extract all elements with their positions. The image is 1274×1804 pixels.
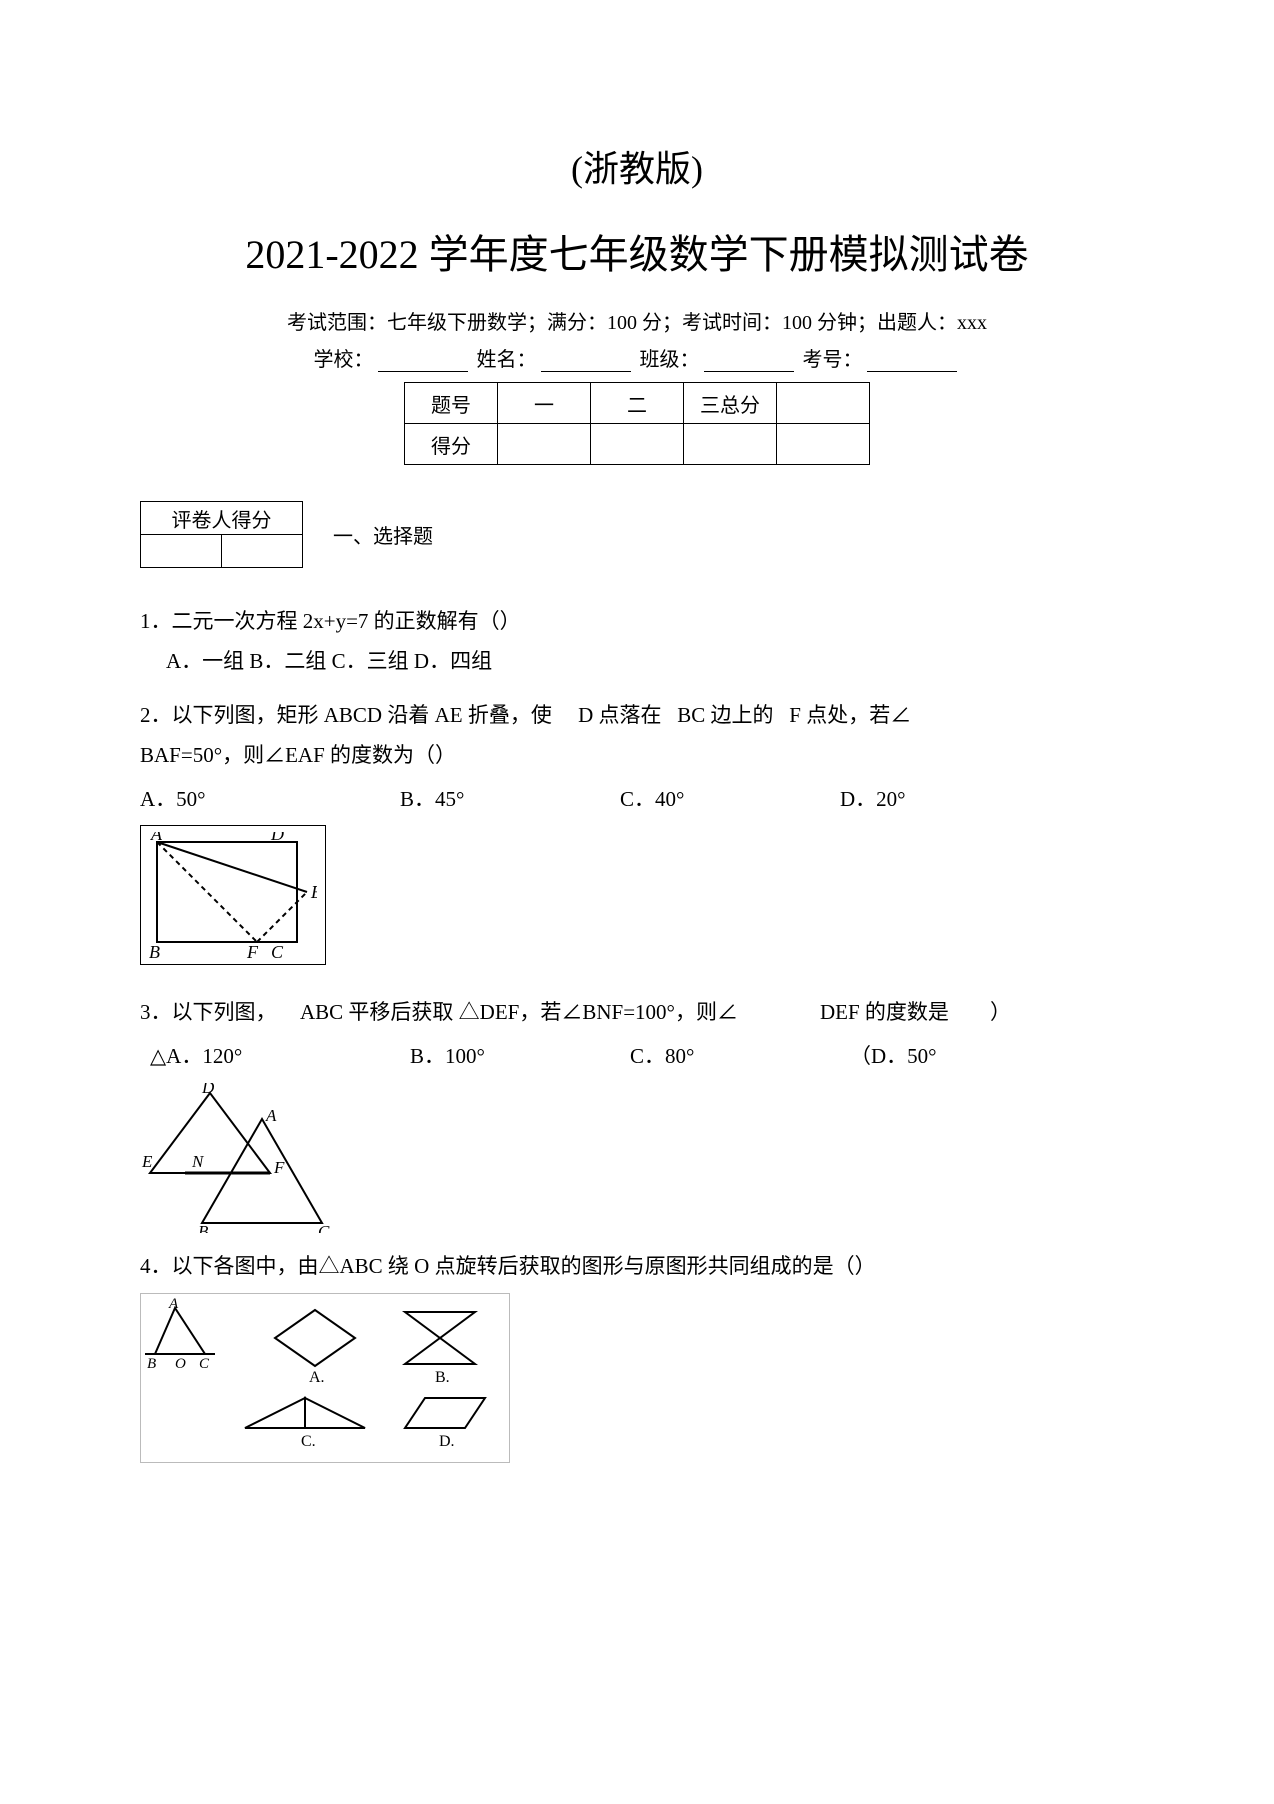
svg-text:D.: D. <box>439 1433 455 1450</box>
svg-text:C: C <box>318 1222 330 1233</box>
cell[interactable] <box>498 424 591 465</box>
cell[interactable] <box>777 424 870 465</box>
score-table: 题号 一 二 三总分 得分 <box>404 382 870 465</box>
q3-options: △A．120° B．100° C．80° （D．50° <box>150 1037 1134 1077</box>
text: 2．以下列图，矩形 ABCD 沿着 AE 折叠，使 <box>140 703 552 727</box>
examno-label: 考号： <box>803 349 863 371</box>
cell[interactable] <box>222 535 303 568</box>
cell[interactable] <box>684 424 777 465</box>
triangle-translate-diagram: D A E N F B C <box>140 1083 340 1233</box>
cell[interactable] <box>141 535 222 568</box>
opt-d: D．20° <box>840 780 1000 820</box>
q3-figure: D A E N F B C <box>140 1083 1134 1233</box>
name-blank[interactable] <box>541 351 631 372</box>
q2-stem: 2．以下列图，矩形 ABCD 沿着 AE 折叠，使 D 点落在 BC 边上的 F… <box>140 696 1134 736</box>
svg-text:A.: A. <box>309 1369 325 1386</box>
opt-c: C．80° <box>630 1037 850 1077</box>
svg-text:C.: C. <box>301 1433 316 1450</box>
svg-text:A: A <box>168 1298 179 1312</box>
version-label: (浙教版) <box>140 140 1134 192</box>
text: 3．以下列图， <box>140 993 300 1033</box>
opt-c: C．40° <box>620 780 840 820</box>
q2-options: A．50° B．45° C．40° D．20° <box>140 780 1134 820</box>
school-blank[interactable] <box>378 351 468 372</box>
rotation-options-diagram: A B O C A. B. C. <box>145 1298 505 1458</box>
cell <box>777 383 870 424</box>
grader-block: 评卷人得分 一、选择题 <box>140 501 1134 568</box>
opt-b: B．100° <box>410 1037 630 1077</box>
school-label: 学校： <box>314 349 374 371</box>
examno-blank[interactable] <box>867 351 957 372</box>
blanks-line: 学校： 姓名： 班级： 考号： <box>140 343 1134 372</box>
page-title: 2021-2022 学年度七年级数学下册模拟测试卷 <box>140 222 1134 280</box>
text: ABC 平移后获取 △DEF，若∠BNF=100°，则∠ <box>300 993 820 1033</box>
author-label: 出题人：xxx <box>877 312 987 334</box>
table-row: 题号 一 二 三总分 <box>405 383 870 424</box>
q3-stem: 3．以下列图， ABC 平移后获取 △DEF，若∠BNF=100°，则∠ DEF… <box>140 993 1134 1033</box>
q4-figure: A B O C A. B. C. <box>140 1293 510 1463</box>
svg-text:C: C <box>271 942 284 962</box>
svg-text:N: N <box>191 1152 205 1171</box>
text: F 点处，若∠ <box>789 703 911 727</box>
cell[interactable] <box>591 424 684 465</box>
question-4: 4．以下各图中，由△ABC 绕 O 点旋转后获取的图形与原图形共同组成的是（） … <box>140 1247 1134 1483</box>
cell: 三总分 <box>684 383 777 424</box>
q1-options: A．一组 B．二组 C．三组 D．四组 <box>166 642 1134 682</box>
svg-text:F: F <box>246 942 259 962</box>
q2-figure: A D E B F C <box>140 825 1134 979</box>
opt-a: △A．120° <box>150 1037 410 1077</box>
opt-b: B．45° <box>400 780 620 820</box>
grader-header: 评卷人得分 <box>141 502 303 535</box>
grader-table: 评卷人得分 <box>140 501 303 568</box>
scope-label: 考试范围：七年级下册数学； <box>287 312 547 334</box>
cell: 题号 <box>405 383 498 424</box>
question-2: 2．以下列图，矩形 ABCD 沿着 AE 折叠，使 D 点落在 BC 边上的 F… <box>140 696 1134 980</box>
class-label: 班级： <box>640 349 700 371</box>
cell: 二 <box>591 383 684 424</box>
questions: 1．二元一次方程 2x+y=7 的正数解有（） A．一组 B．二组 C．三组 D… <box>140 602 1134 1483</box>
svg-text:O: O <box>175 1356 186 1372</box>
page: (浙教版) 2021-2022 学年度七年级数学下册模拟测试卷 考试范围：七年级… <box>0 0 1274 1804</box>
svg-text:A: A <box>265 1106 277 1125</box>
svg-text:C: C <box>199 1356 210 1372</box>
class-blank[interactable] <box>704 351 794 372</box>
section-1-label: 一、选择题 <box>333 520 433 549</box>
cell: 一 <box>498 383 591 424</box>
svg-text:D: D <box>270 832 284 844</box>
svg-text:B: B <box>149 942 160 962</box>
question-1: 1．二元一次方程 2x+y=7 的正数解有（） A．一组 B．二组 C．三组 D… <box>140 602 1134 682</box>
text: BC 边上的 <box>677 703 773 727</box>
cell: 得分 <box>405 424 498 465</box>
name-label: 姓名： <box>477 349 537 371</box>
svg-text:B.: B. <box>435 1369 450 1386</box>
table-row: 得分 <box>405 424 870 465</box>
q2-stem-2: BAF=50°，则∠EAF 的度数为（） <box>140 736 1134 776</box>
fullscore-label: 满分：100 分； <box>547 312 682 334</box>
table-row <box>141 535 303 568</box>
text: ） <box>990 993 1011 1033</box>
q1-stem: 1．二元一次方程 2x+y=7 的正数解有（） <box>140 602 1134 642</box>
rectangle-fold-diagram: A D E B F C <box>147 832 317 962</box>
time-label: 考试时间：100 分钟； <box>682 312 877 334</box>
question-3: 3．以下列图， ABC 平移后获取 △DEF，若∠BNF=100°，则∠ DEF… <box>140 993 1134 1233</box>
svg-text:D: D <box>201 1083 215 1097</box>
svg-text:B: B <box>147 1356 156 1372</box>
opt-a: A．50° <box>140 780 400 820</box>
svg-text:F: F <box>273 1158 285 1177</box>
q4-stem: 4．以下各图中，由△ABC 绕 O 点旋转后获取的图形与原图形共同组成的是（） <box>140 1247 1134 1287</box>
svg-text:B: B <box>198 1222 209 1233</box>
svg-text:E: E <box>310 882 317 902</box>
table-row: 评卷人得分 <box>141 502 303 535</box>
svg-text:A: A <box>150 832 163 844</box>
opt-d: （D．50° <box>850 1037 1010 1077</box>
text: D 点落在 <box>578 703 661 727</box>
svg-text:E: E <box>141 1152 153 1171</box>
text: DEF 的度数是 <box>820 993 990 1033</box>
exam-meta: 考试范围：七年级下册数学；满分：100 分；考试时间：100 分钟；出题人：xx… <box>140 306 1134 335</box>
